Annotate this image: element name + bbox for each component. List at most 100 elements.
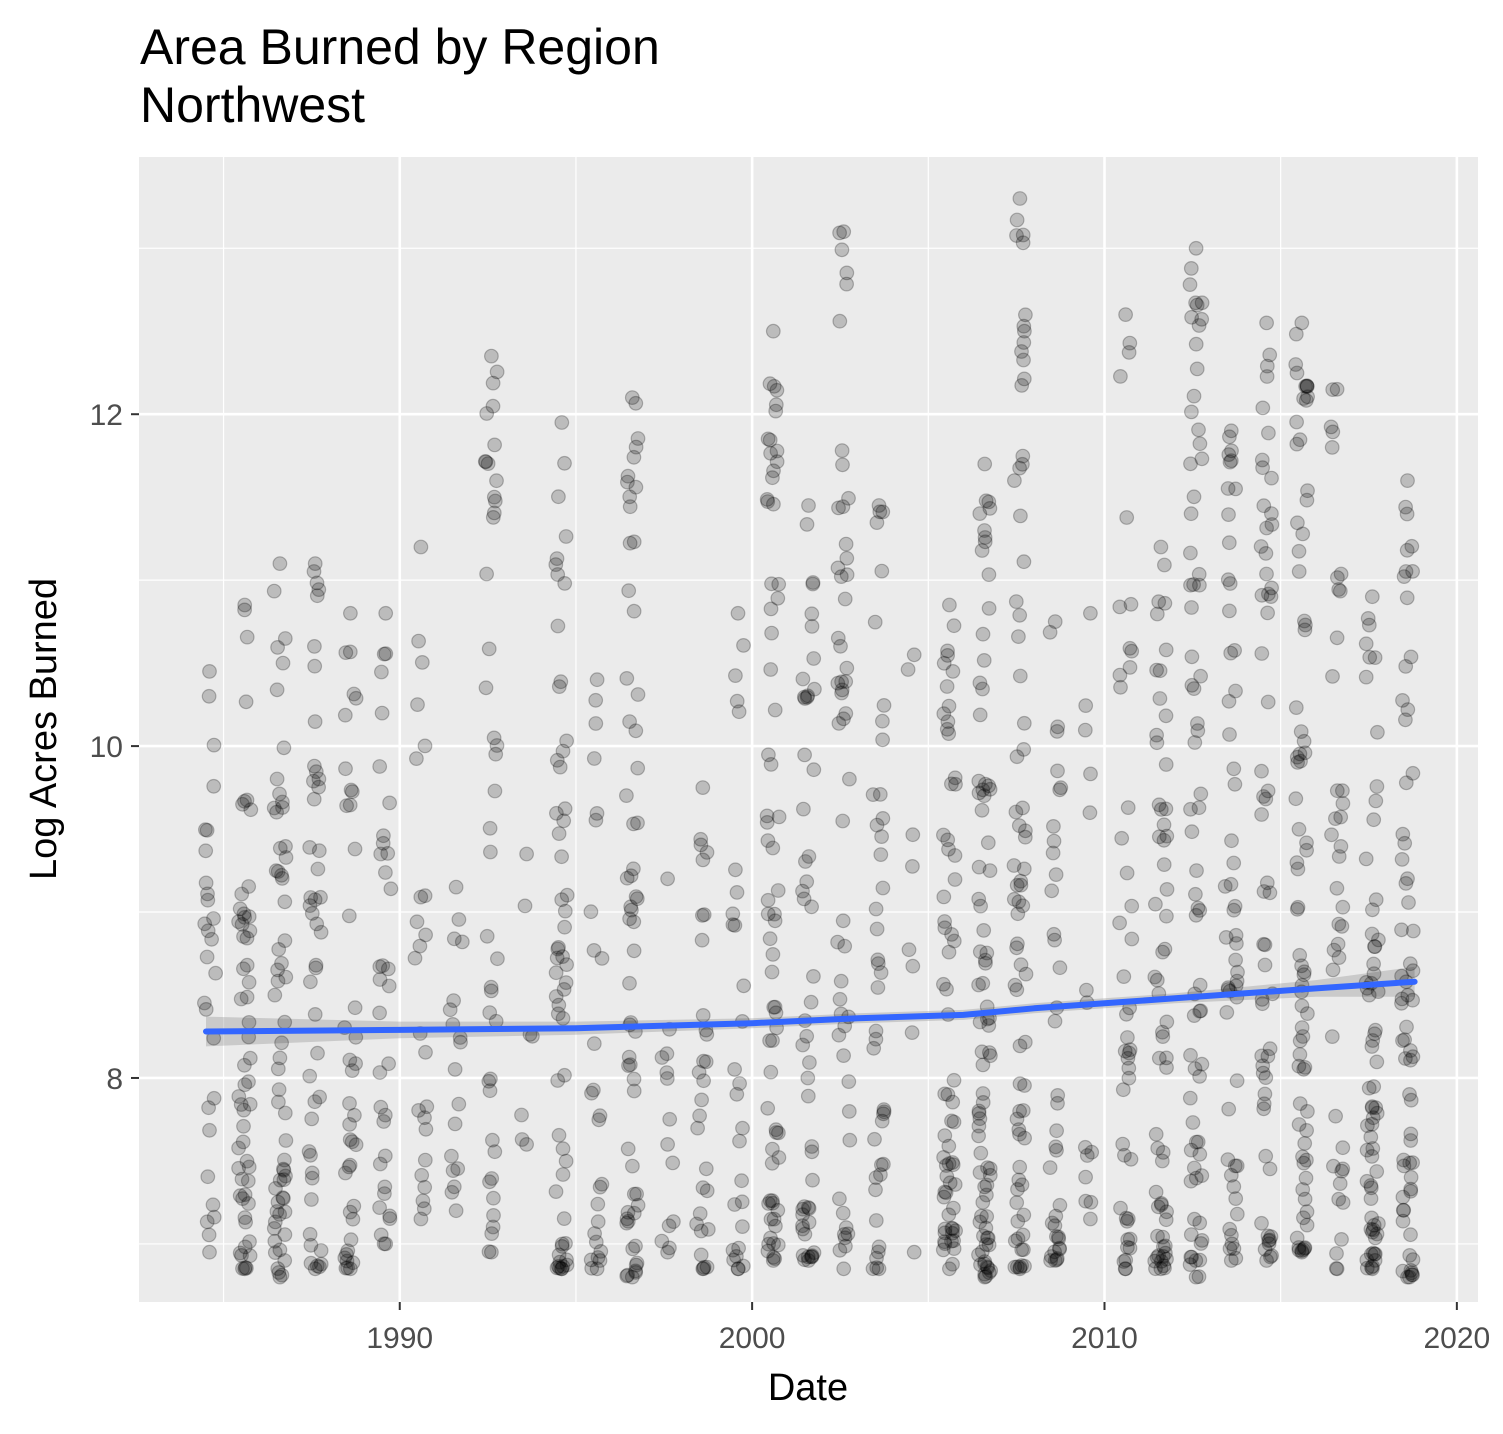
- data-point: [1296, 613, 1312, 629]
- data-point: [1294, 958, 1309, 974]
- data-point: [838, 1220, 854, 1235]
- data-point: [1184, 309, 1199, 325]
- data-point: [1120, 1050, 1136, 1066]
- data-point: [378, 605, 394, 621]
- data-point: [1120, 800, 1136, 815]
- data-point: [623, 899, 639, 915]
- data-point: [1296, 391, 1311, 406]
- data-point: [832, 225, 847, 241]
- data-point: [1400, 473, 1415, 489]
- data-point: [483, 1071, 498, 1087]
- data-point: [1367, 939, 1383, 954]
- data-point: [1229, 973, 1245, 989]
- data-point: [270, 962, 286, 978]
- data-point: [1155, 1144, 1171, 1160]
- data-point: [764, 1155, 780, 1171]
- data-point: [1149, 972, 1165, 988]
- data-point: [196, 995, 212, 1011]
- data-point: [206, 1090, 222, 1106]
- data-point: [948, 1223, 963, 1239]
- data-point: [1221, 429, 1237, 445]
- data-point: [1331, 950, 1347, 965]
- data-point: [1017, 323, 1032, 339]
- data-point: [767, 913, 783, 929]
- data-point: [937, 1225, 953, 1241]
- data-point: [372, 1005, 388, 1021]
- data-point: [270, 973, 286, 989]
- data-point: [807, 681, 822, 697]
- data-point: [241, 1159, 257, 1175]
- data-point: [1334, 783, 1350, 799]
- data-point: [1120, 1211, 1136, 1227]
- data-point: [939, 721, 955, 737]
- data-point: [418, 1121, 434, 1137]
- data-point: [1364, 1224, 1380, 1240]
- data-point: [1403, 1181, 1419, 1197]
- trend-line-layer: [203, 978, 1418, 1035]
- data-point: [1050, 719, 1066, 735]
- data-point: [1042, 624, 1058, 640]
- data-point: [1300, 389, 1315, 405]
- data-point: [876, 1156, 891, 1172]
- data-point: [945, 664, 961, 679]
- data-point: [831, 500, 846, 516]
- data-point: [1117, 1043, 1133, 1059]
- data-point: [1367, 1246, 1383, 1262]
- data-point: [1396, 1158, 1412, 1174]
- data-point: [1151, 594, 1167, 610]
- data-point: [628, 889, 644, 904]
- data-point: [1189, 361, 1205, 377]
- data-point: [1193, 1236, 1209, 1251]
- data-point: [1009, 749, 1025, 765]
- data-point: [1289, 855, 1305, 870]
- data-point: [1157, 941, 1173, 957]
- data-point: [981, 778, 997, 794]
- data-point: [803, 994, 819, 1010]
- data-point: [1008, 804, 1024, 820]
- data-point: [1115, 1136, 1131, 1152]
- data-point: [304, 1165, 320, 1181]
- data-point: [806, 651, 822, 666]
- data-point: [1394, 922, 1409, 938]
- data-point: [1289, 436, 1305, 452]
- data-point: [977, 1254, 993, 1269]
- data-point: [1403, 1169, 1419, 1185]
- data-point: [942, 597, 957, 613]
- data-point: [554, 1238, 570, 1254]
- data-point: [1183, 801, 1198, 817]
- data-point: [554, 1236, 570, 1252]
- data-point: [1116, 1147, 1132, 1163]
- data-point: [832, 1191, 847, 1207]
- data-point: [832, 991, 848, 1007]
- data-point: [1017, 1130, 1032, 1146]
- data-point: [1119, 1213, 1135, 1229]
- data-point: [1255, 1058, 1271, 1074]
- data-point: [622, 489, 638, 505]
- data-point: [485, 375, 501, 391]
- data-point: [838, 674, 854, 689]
- data-point: [1296, 1061, 1312, 1077]
- data-point: [519, 846, 534, 862]
- data-point: [554, 849, 569, 865]
- data-point: [1296, 1155, 1312, 1171]
- data-point: [759, 815, 775, 830]
- data-point: [272, 1242, 288, 1258]
- data-point: [274, 871, 290, 886]
- data-point: [770, 1237, 786, 1253]
- data-point: [761, 747, 776, 763]
- data-point: [625, 1241, 641, 1257]
- data-point: [1182, 1090, 1198, 1106]
- data-point: [1369, 779, 1385, 794]
- data-point: [977, 1266, 993, 1282]
- data-point: [1050, 763, 1065, 779]
- data-point: [761, 1236, 776, 1252]
- data-point: [1014, 378, 1030, 393]
- data-point: [485, 1132, 500, 1148]
- data-point: [1052, 782, 1068, 798]
- data-point: [937, 1236, 953, 1251]
- data-point: [1364, 902, 1380, 918]
- data-point: [1192, 436, 1208, 452]
- data-point: [1154, 1024, 1170, 1040]
- data-point: [302, 898, 318, 913]
